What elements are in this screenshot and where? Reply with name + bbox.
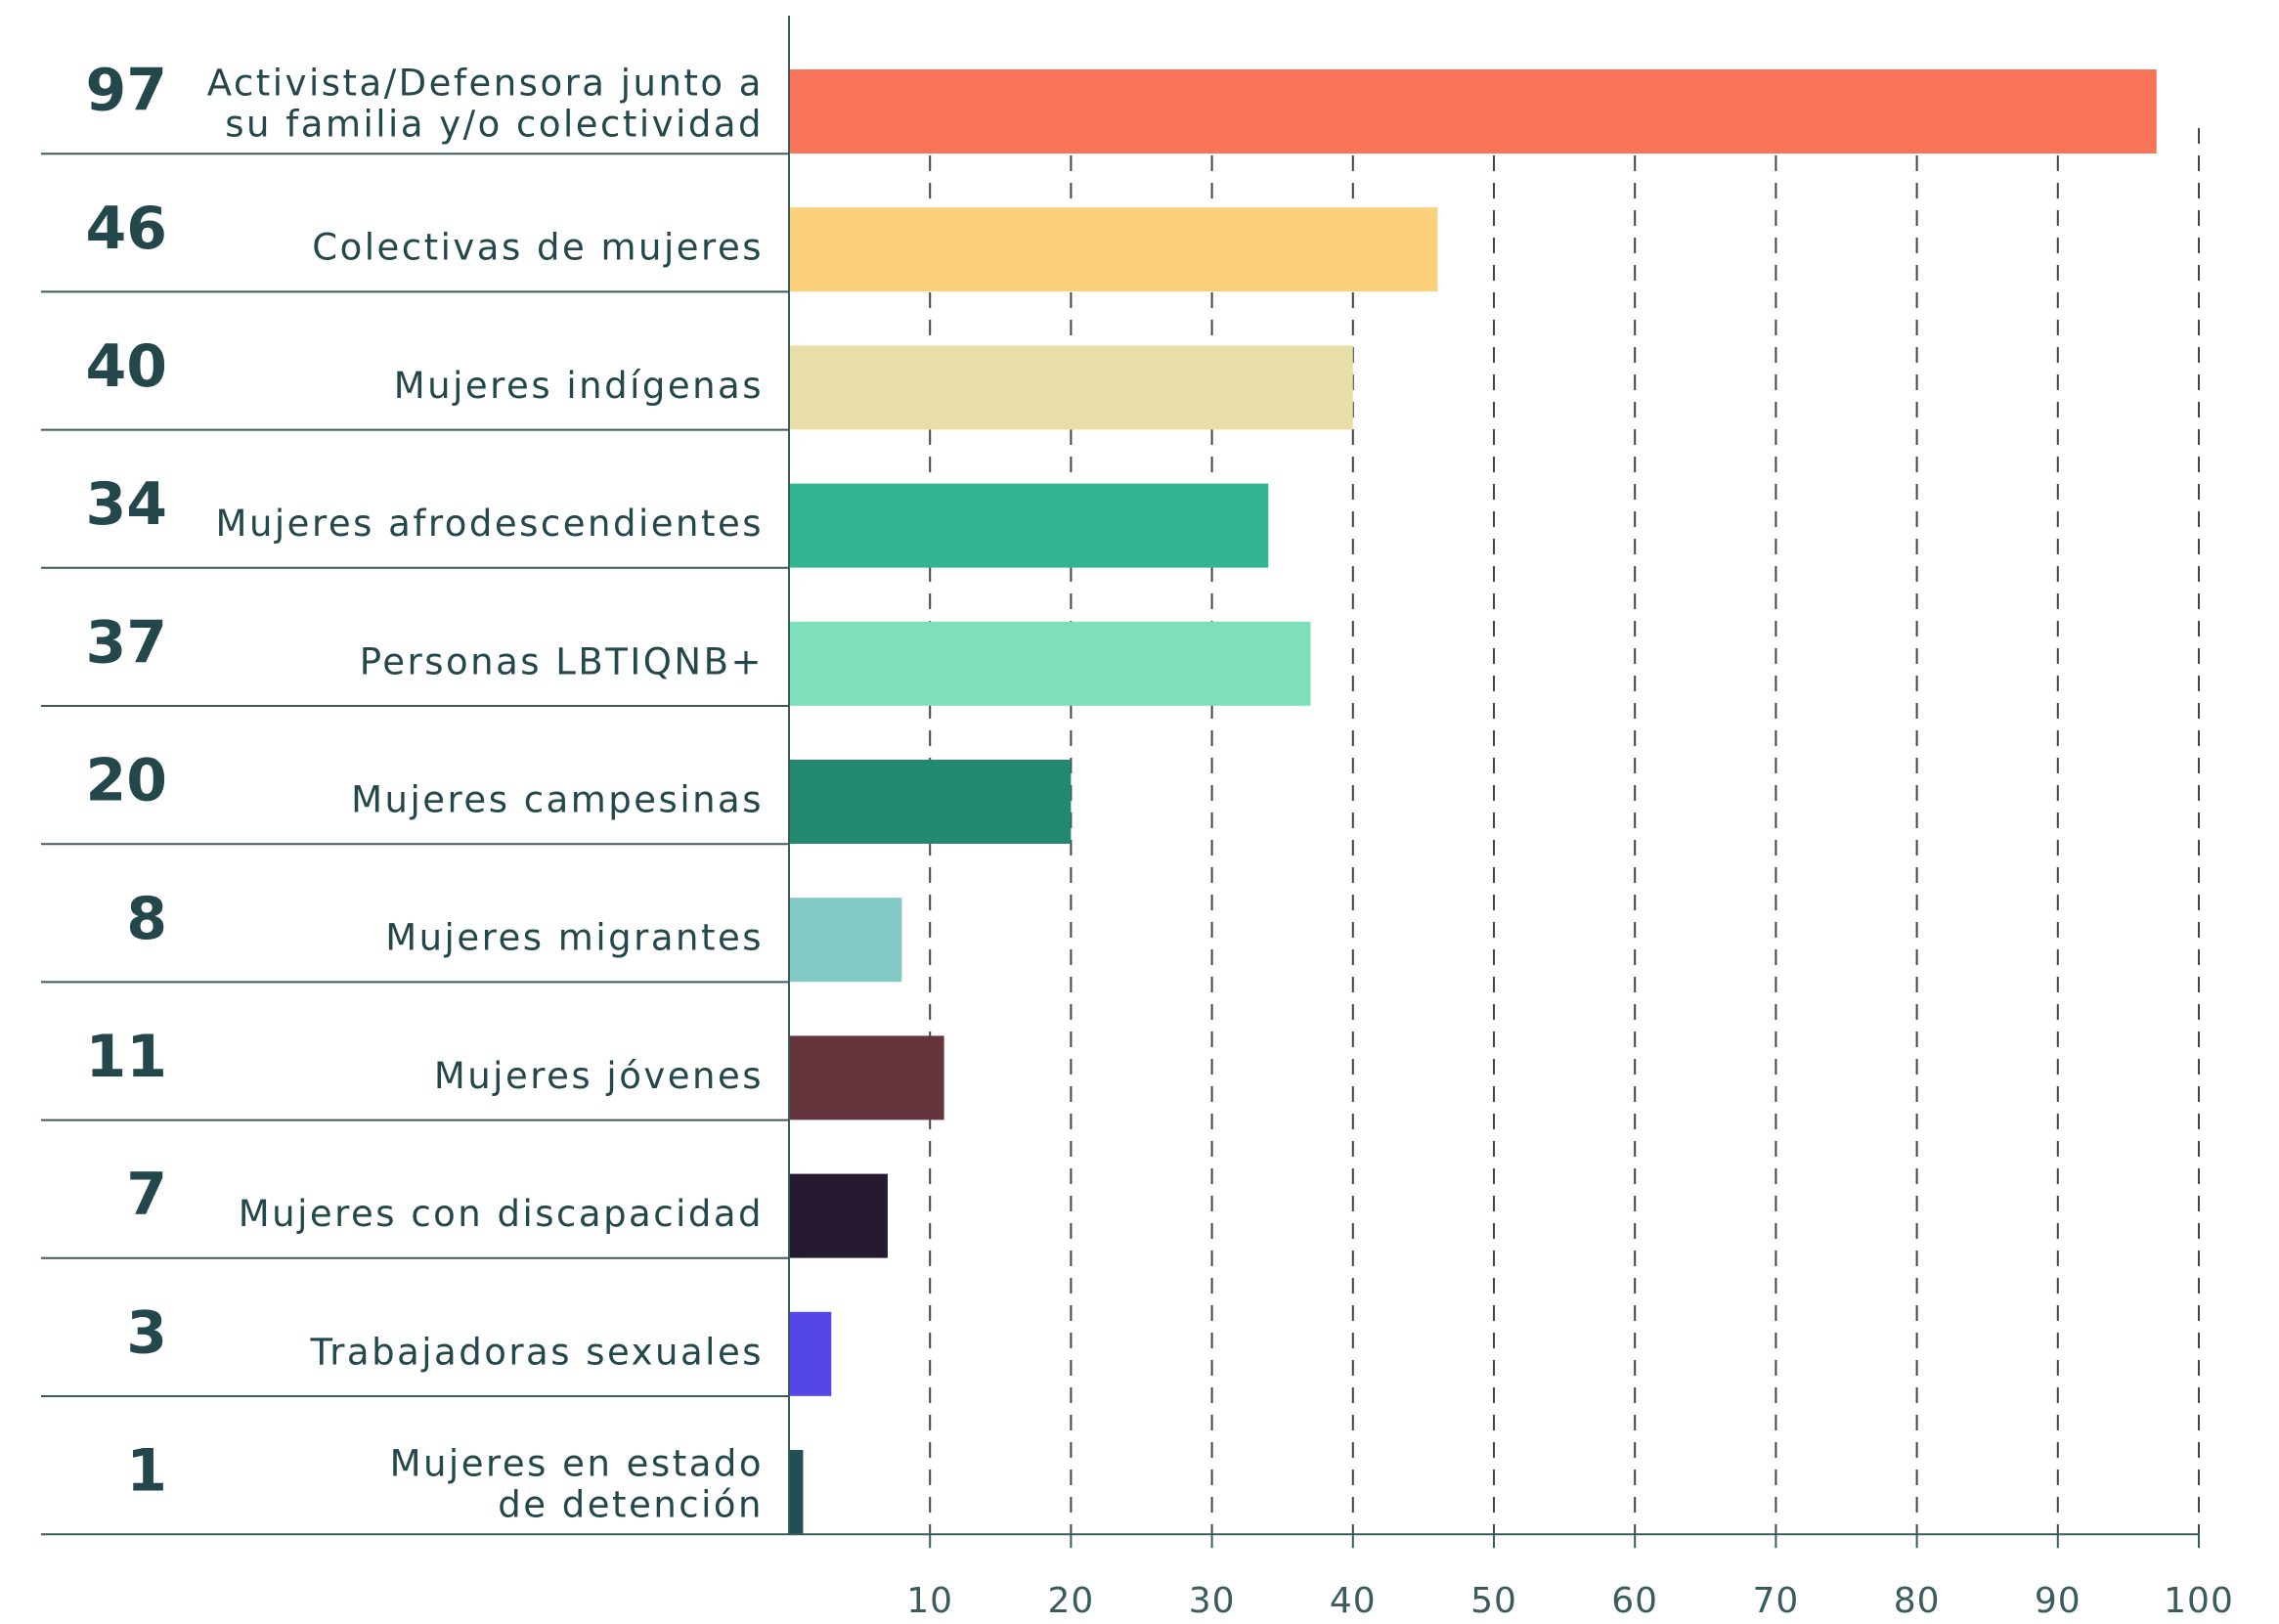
category-label: de detención bbox=[498, 1484, 764, 1526]
value-label: 37 bbox=[86, 608, 168, 677]
x-tick-label: 50 bbox=[1470, 1581, 1517, 1621]
value-label: 8 bbox=[126, 885, 167, 953]
bar bbox=[789, 898, 902, 983]
bar bbox=[789, 1173, 888, 1258]
bar bbox=[789, 483, 1269, 568]
value-label: 46 bbox=[86, 195, 168, 263]
category-label: su familia y/o colectividad bbox=[225, 104, 764, 146]
x-tick-label: 100 bbox=[2164, 1581, 2234, 1621]
category-label: Mujeres migrantes bbox=[385, 917, 764, 959]
x-tick-label: 60 bbox=[1611, 1581, 1658, 1621]
value-label: 7 bbox=[126, 1161, 167, 1229]
category-label: Personas LBTIQNB+ bbox=[360, 640, 764, 682]
x-tick-label: 20 bbox=[1047, 1581, 1094, 1621]
category-label: Mujeres afrodescendientes bbox=[216, 503, 764, 545]
bar bbox=[789, 621, 1311, 706]
value-label: 3 bbox=[126, 1298, 167, 1367]
x-tick-label: 80 bbox=[1894, 1581, 1941, 1621]
bar bbox=[789, 760, 1072, 844]
value-label: 11 bbox=[86, 1023, 168, 1091]
value-label: 97 bbox=[86, 57, 168, 125]
category-label: Mujeres indígenas bbox=[394, 365, 764, 407]
category-label: Trabajadoras sexuales bbox=[310, 1331, 764, 1373]
bar bbox=[789, 1311, 832, 1396]
value-label: 34 bbox=[86, 470, 168, 539]
category-label: Mujeres campesinas bbox=[351, 779, 764, 821]
x-tick-label: 70 bbox=[1752, 1581, 1799, 1621]
category-label: Mujeres con discapacidad bbox=[239, 1193, 764, 1235]
x-tick-label: 90 bbox=[2035, 1581, 2082, 1621]
category-label: Activista/Defensora junto a bbox=[207, 63, 764, 105]
x-tick-label: 30 bbox=[1189, 1581, 1236, 1621]
category-label: Mujeres en estado bbox=[390, 1443, 764, 1485]
category-label: Mujeres jóvenes bbox=[434, 1055, 764, 1097]
category-label: Colectivas de mujeres bbox=[312, 227, 764, 269]
value-label: 20 bbox=[86, 747, 168, 815]
x-tick-label: 10 bbox=[906, 1581, 953, 1621]
value-label: 1 bbox=[126, 1437, 167, 1506]
bar bbox=[789, 345, 1353, 430]
value-label: 40 bbox=[86, 332, 168, 401]
bar bbox=[789, 1450, 804, 1534]
bar bbox=[789, 69, 2157, 154]
x-tick-label: 40 bbox=[1330, 1581, 1377, 1621]
bar bbox=[789, 1035, 944, 1120]
bar bbox=[789, 207, 1438, 292]
